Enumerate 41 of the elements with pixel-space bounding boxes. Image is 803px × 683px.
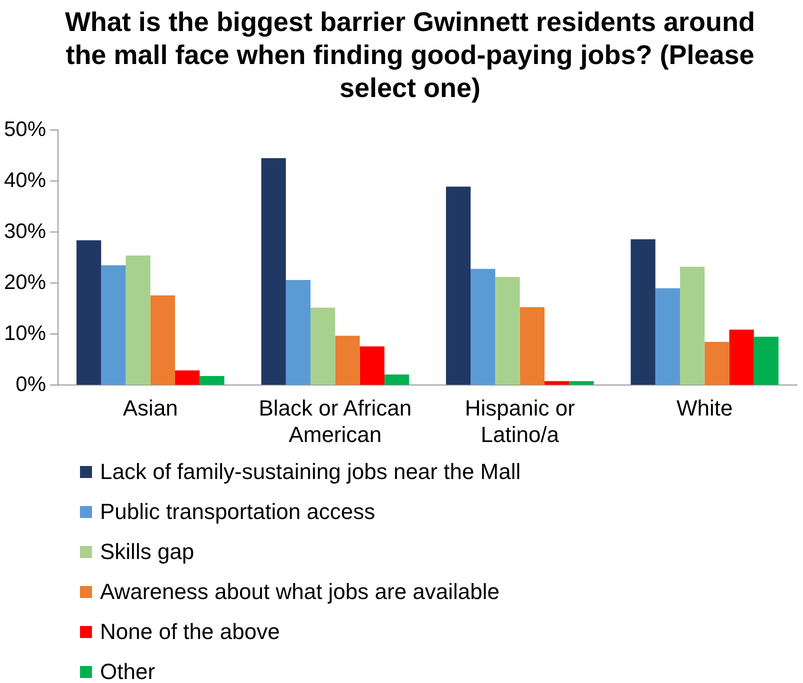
bar <box>655 288 680 385</box>
bar <box>286 280 311 385</box>
legend-label: Skills gap <box>100 539 194 565</box>
bar <box>446 186 471 385</box>
x-tick-label: White <box>676 395 733 420</box>
bar <box>754 336 779 385</box>
bar <box>360 346 384 385</box>
bar <box>310 308 336 385</box>
bar <box>76 240 102 385</box>
bar <box>384 374 410 385</box>
bar <box>150 295 176 385</box>
legend-label: Awareness about what jobs are available <box>100 579 500 605</box>
bar <box>335 336 360 385</box>
bar <box>175 370 200 385</box>
bar <box>544 381 570 385</box>
bar <box>680 266 705 385</box>
y-tick-label: 10% <box>4 322 46 345</box>
bar <box>261 158 286 385</box>
y-tick-label: 50% <box>4 118 46 141</box>
x-tick-label: Asian <box>122 395 178 420</box>
bar <box>470 268 496 385</box>
chart-title: What is the biggest barrier Gwinnett residents around the mall face when finding good-paying jobs? (Please select one) <box>64 6 756 105</box>
x-tick-label: Black or African American <box>258 395 412 447</box>
bar <box>495 276 520 385</box>
y-tick-label: 0% <box>16 372 46 396</box>
bar <box>704 342 730 385</box>
bar <box>630 239 656 385</box>
y-tick-label: 40% <box>4 168 46 192</box>
bar <box>569 381 594 385</box>
y-tick-label: 30% <box>4 220 46 243</box>
bar <box>729 330 754 385</box>
bar <box>101 265 126 385</box>
x-tick-label: Hispanic or Latino/a <box>464 395 575 447</box>
legend-label: Other <box>100 659 156 683</box>
bar <box>126 256 150 385</box>
legend-label: None of the above <box>100 619 280 645</box>
legend-label: Lack of family-sustaining jobs near the Mall <box>100 459 521 485</box>
bar <box>520 307 545 385</box>
legend-label: Public transportation access <box>100 499 376 525</box>
bar <box>200 376 224 385</box>
y-tick-label: 20% <box>4 270 46 294</box>
